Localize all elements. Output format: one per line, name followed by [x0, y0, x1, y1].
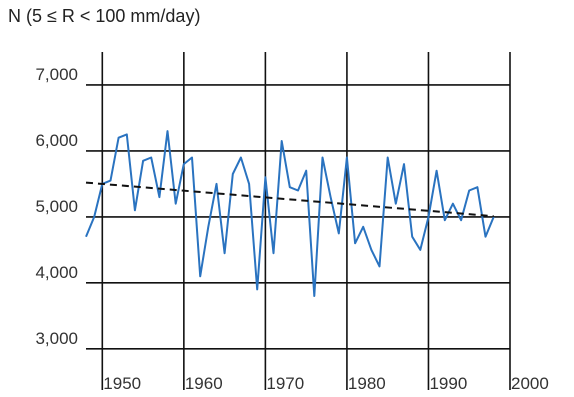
- data-series: [85, 130, 495, 297]
- y-tick-label: 6,000: [35, 131, 78, 150]
- x-tick-label: 2000: [511, 374, 549, 393]
- y-tick-label: 3,000: [35, 329, 78, 348]
- x-tick-label: 1950: [103, 374, 141, 393]
- y-tick-label: 4,000: [35, 263, 78, 282]
- x-tick-label: 1990: [429, 374, 467, 393]
- x-axis-tick-labels: 1950 1960 1970 1980 1990 2000: [103, 374, 549, 393]
- series-line: [85, 130, 495, 297]
- x-tick-label: 1960: [185, 374, 223, 393]
- x-tick-label: 1970: [266, 374, 304, 393]
- y-tick-label: 7,000: [35, 65, 78, 84]
- y-tick-label: 5,000: [35, 197, 78, 216]
- chart-title: N (5 ≤ R < 100 mm/day): [8, 6, 201, 26]
- y-axis-tick-labels: 3,000 4,000 5,000 6,000 7,000: [35, 65, 78, 348]
- grid-lines: [86, 52, 511, 390]
- x-tick-label: 1980: [348, 374, 386, 393]
- trend-line: [85, 181, 494, 218]
